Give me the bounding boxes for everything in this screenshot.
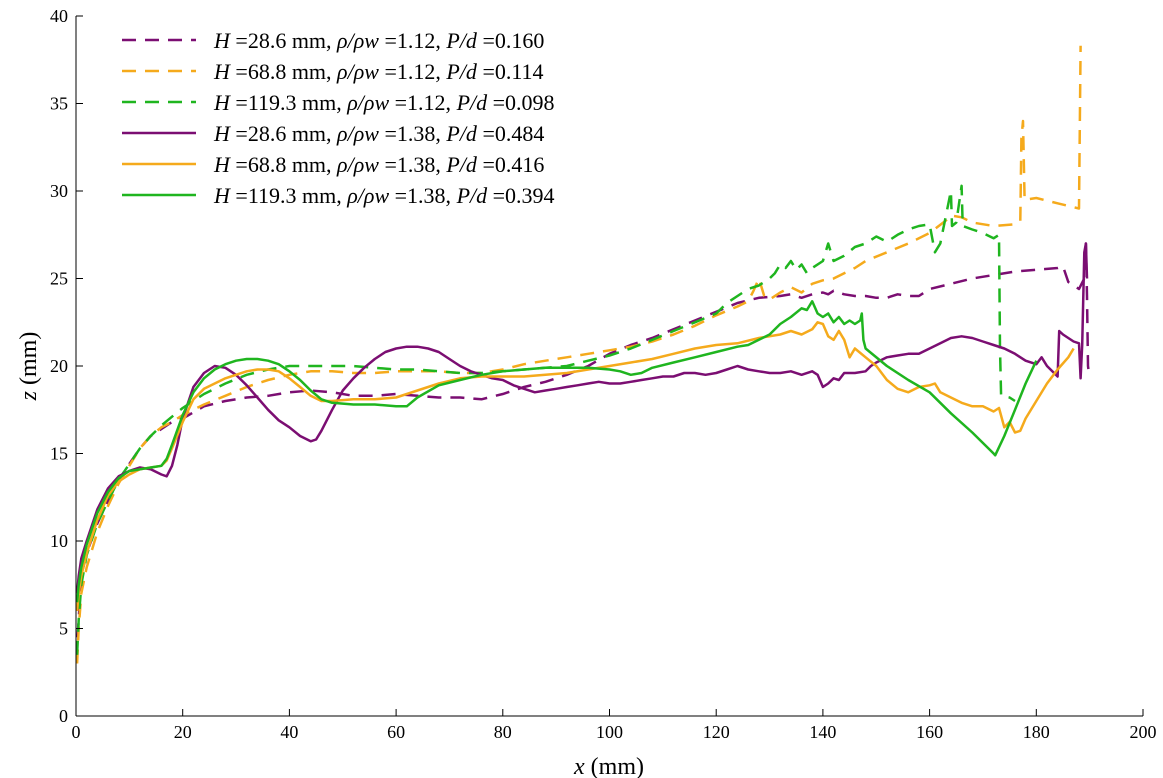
series-line-6 [75, 300, 1038, 603]
legend: H =28.6 mm, ρ/ρw =1.12, P/d =0.160 H =68.… [122, 28, 555, 208]
legend-entry-6: H =119.3 mm, ρ/ρw =1.38, P/d =0.394 [213, 183, 555, 208]
legend-entry-5: H =68.8 mm, ρ/ρw =1.38, P/d =0.416 [213, 152, 544, 177]
series-layer [75, 45, 1091, 664]
y-tick-label: 35 [50, 94, 68, 114]
y-tick-label: 40 [50, 6, 68, 26]
x-tick-label: 40 [280, 722, 298, 742]
series-line-1 [76, 242, 1091, 638]
y-tick-label: 25 [50, 269, 68, 289]
x-tick-label: 140 [809, 722, 836, 742]
x-tick-label: 20 [174, 722, 192, 742]
x-tick-label: 200 [1130, 722, 1157, 742]
x-tick-label: 80 [494, 722, 512, 742]
series-line-5 [75, 321, 1075, 612]
x-axis-label: x (mm) [573, 754, 644, 778]
y-tick-label: 10 [50, 531, 68, 551]
y-tick-label: 0 [59, 706, 68, 726]
series-line-2 [75, 45, 1082, 664]
x-tick-label: 60 [387, 722, 405, 742]
legend-entry-4: H =28.6 mm, ρ/ρw =1.38, P/d =0.484 [213, 121, 544, 146]
legend-entry-2: H =68.8 mm, ρ/ρw =1.12, P/d =0.114 [213, 59, 544, 84]
y-tick-label: 5 [59, 619, 68, 639]
series-line-4 [75, 242, 1089, 594]
y-tick-label: 30 [50, 181, 68, 201]
y-tick-label: 15 [50, 444, 68, 464]
legend-entry-3: H =119.3 mm, ρ/ρw =1.12, P/d =0.098 [213, 90, 555, 115]
series-line-3 [75, 184, 1016, 655]
x-tick-label: 120 [703, 722, 730, 742]
legend-entry-1: H =28.6 mm, ρ/ρw =1.12, P/d =0.160 [213, 28, 544, 53]
x-ticks: 0 20 40 60 80 100 120 140 160 180 200 [72, 709, 1157, 742]
x-tick-label: 0 [72, 722, 81, 742]
x-tick-label: 160 [916, 722, 943, 742]
x-tick-label: 180 [1023, 722, 1050, 742]
x-tick-label: 100 [596, 722, 623, 742]
y-axis-label: z (mm) [16, 332, 42, 402]
y-ticks: 0 5 10 15 20 25 30 35 40 [50, 6, 83, 726]
y-tick-label: 20 [50, 356, 68, 376]
